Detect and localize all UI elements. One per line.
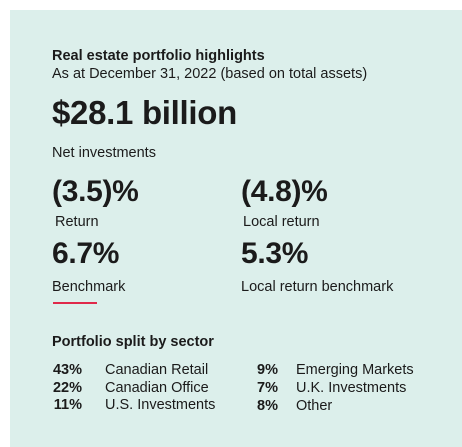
- sector-percent: 8%: [257, 398, 278, 414]
- sector-split-title: Portfolio split by sector: [52, 334, 214, 350]
- local-return-value: (4.8)%: [241, 175, 328, 208]
- sector-percent: 7%: [257, 380, 278, 396]
- sector-percent: 11%: [53, 397, 82, 413]
- return-value: (3.5)%: [52, 175, 139, 208]
- sector-percent: 9%: [257, 362, 278, 378]
- return-label: Return: [55, 214, 99, 230]
- sector-name: Other: [296, 398, 333, 414]
- benchmark-value: 6.7%: [52, 237, 120, 270]
- sector-percent: 22%: [52, 380, 82, 396]
- local-return-benchmark-value: 5.3%: [241, 237, 309, 270]
- sector-percent: 43%: [52, 362, 82, 378]
- sector-name: U.K. Investments: [296, 380, 407, 396]
- accent-divider: [53, 302, 97, 304]
- highlights-card: Real estate portfolio highlights As at D…: [10, 10, 462, 447]
- card-heading: Real estate portfolio highlights: [52, 48, 265, 64]
- sector-name: Canadian Retail: [105, 362, 209, 378]
- benchmark-label: Benchmark: [52, 279, 126, 295]
- net-investments-label: Net investments: [52, 145, 156, 161]
- card-subheading: As at December 31, 2022 (based on total …: [52, 66, 368, 82]
- local-return-label: Local return: [243, 214, 320, 230]
- local-return-benchmark-label: Local return benchmark: [241, 279, 394, 295]
- sector-name: Emerging Markets: [296, 362, 414, 378]
- sector-name: Canadian Office: [105, 380, 209, 396]
- sector-name: U.S. Investments: [105, 397, 216, 413]
- net-investments-value: $28.1 billion: [52, 94, 237, 131]
